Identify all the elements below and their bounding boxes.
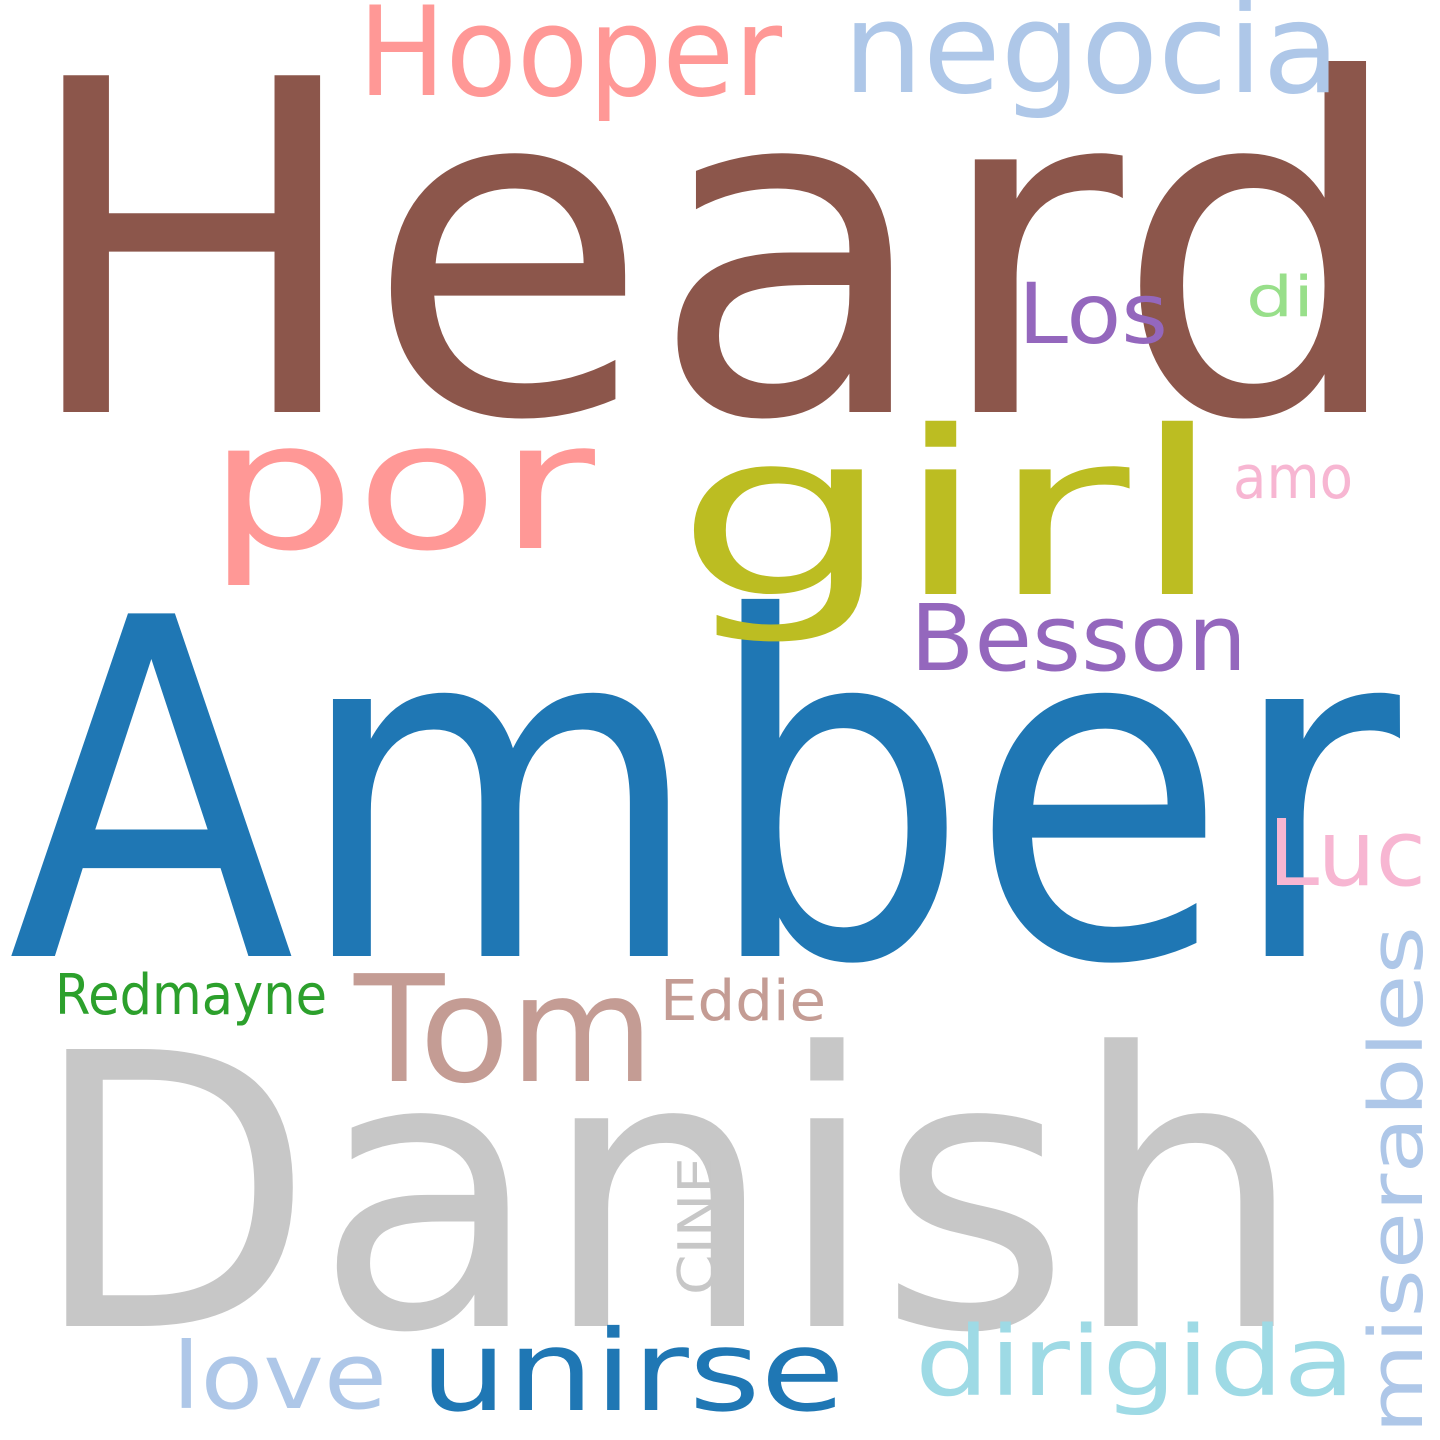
word-di: di bbox=[1246, 265, 1314, 330]
word-miserables: miserables bbox=[1354, 926, 1440, 1434]
word-negocia: negocia bbox=[843, 0, 1340, 122]
word-danish: Danish bbox=[30, 973, 1305, 1416]
word-amber: Amber bbox=[8, 520, 1404, 1067]
word-cine: CINE bbox=[668, 1157, 728, 1295]
word-eddie: Eddie bbox=[660, 969, 826, 1034]
word-tom: Tom bbox=[353, 944, 654, 1116]
word-girl: girl bbox=[675, 382, 1225, 648]
word-por: por bbox=[207, 383, 596, 590]
word-besson: Besson bbox=[910, 585, 1247, 692]
word-amo: amo bbox=[1233, 443, 1353, 513]
word-love: love bbox=[172, 1323, 387, 1430]
word-hooper: Hooper bbox=[358, 0, 782, 125]
word-luc: Luc bbox=[1268, 800, 1426, 907]
word-los: Los bbox=[1018, 265, 1168, 363]
word-redmayne: Redmayne bbox=[55, 963, 327, 1028]
word-heard: Heard bbox=[18, 0, 1408, 521]
word-dirigida: dirigida bbox=[915, 1306, 1355, 1418]
word-unirse: unirse bbox=[420, 1307, 845, 1437]
